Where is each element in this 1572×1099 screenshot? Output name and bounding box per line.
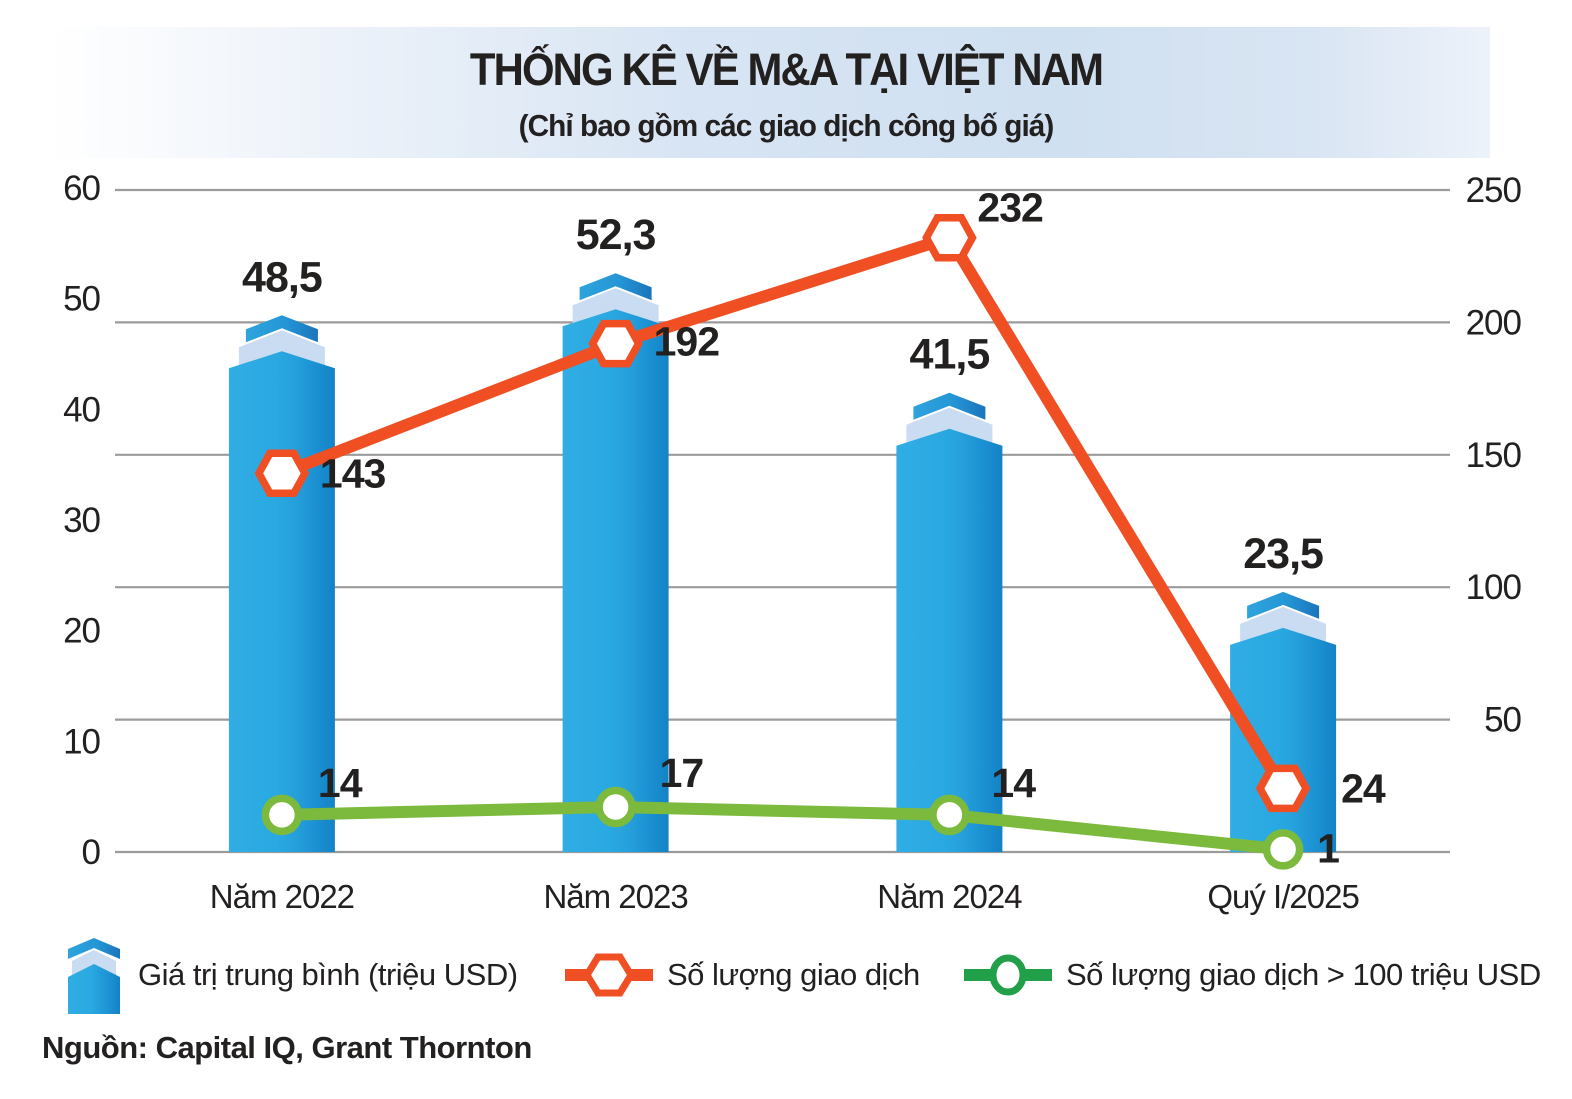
line-value-label: 192 — [654, 319, 720, 365]
header-band — [50, 27, 1490, 158]
line-value-label: 14 — [318, 760, 363, 806]
right-axis-tick: 50 — [1484, 701, 1521, 740]
hexagon-marker — [588, 319, 643, 368]
line-series — [279, 230, 1289, 792]
category-label: Năm 2022 — [210, 878, 354, 915]
bar-cap-chevron — [579, 273, 652, 301]
right-axis-tick: 250 — [1466, 171, 1522, 210]
bar-value-label: 23,5 — [1243, 530, 1323, 578]
orange-line-series-icon — [565, 953, 653, 997]
right-axis-tick: 200 — [1466, 303, 1522, 342]
line-value-label: 14 — [991, 760, 1036, 806]
bar-cap-chevron — [245, 315, 318, 343]
left-axis-tick: 40 — [63, 390, 100, 429]
line-series — [281, 800, 1284, 856]
bar-value-label: 41,5 — [910, 331, 990, 379]
left-axis-tick: 50 — [63, 280, 100, 319]
bar — [562, 309, 669, 852]
left-axis-tick: 30 — [63, 501, 100, 540]
bar — [228, 351, 335, 852]
left-axis-tick: 20 — [63, 612, 100, 651]
hexagon-marker — [254, 449, 310, 498]
bar — [896, 428, 1003, 852]
legend-item-deal-count: Số lượng giao dịch — [563, 951, 920, 999]
chart-subtitle: (Chỉ bao gồm các giao dịch công bố giá) — [518, 108, 1055, 143]
legend-label-average-value: Giá trị trung bình (triệu USD) — [138, 957, 518, 992]
bar-value-label: 52,3 — [576, 211, 656, 259]
hexagon-marker — [1255, 764, 1311, 813]
right-axis-tick: 150 — [1466, 436, 1522, 475]
chart-title: THỐNG KÊ VỀ M&A TẠI VIỆT NAM — [469, 44, 1104, 95]
line-value-label: 17 — [660, 750, 704, 796]
legend-label-deal-count: Số lượng giao dịch — [667, 957, 920, 992]
green-line-series-icon — [964, 954, 1052, 996]
line-value-label: 143 — [320, 450, 386, 496]
legend-item-average-value: Giá trị trung bình (triệu USD) — [62, 936, 518, 1014]
line-value-label: 1 — [1317, 825, 1339, 871]
circle-marker — [261, 794, 303, 836]
legend-label-big-deal-count: Số lượng giao dịch > 100 triệu USD — [1066, 957, 1541, 992]
bar-cap-chevron — [1247, 591, 1320, 619]
left-axis-tick: 60 — [63, 169, 100, 208]
bar-cap-chevron — [913, 392, 986, 420]
category-label: Năm 2024 — [877, 878, 1022, 915]
bar-value-label: 48,5 — [242, 253, 322, 301]
left-axis-tick: 10 — [63, 722, 100, 761]
legend-item-big-deal-count: Số lượng giao dịch > 100 triệu USD — [962, 951, 1541, 999]
right-axis-tick: 100 — [1466, 568, 1522, 607]
circle-marker — [1262, 829, 1304, 870]
circle-marker — [929, 794, 970, 836]
source-note: Nguồn: Capital IQ, Grant Thornton — [42, 1030, 532, 1065]
bar — [1230, 627, 1337, 852]
circle-marker — [595, 786, 636, 828]
category-label: Quý I/2025 — [1207, 878, 1358, 915]
bar-series-icon — [68, 938, 120, 1014]
line-value-label: 232 — [977, 185, 1043, 231]
category-label: Năm 2023 — [543, 878, 687, 915]
line-value-label: 24 — [1341, 765, 1386, 811]
left-axis-tick: 0 — [82, 833, 101, 872]
hexagon-marker — [922, 213, 977, 262]
